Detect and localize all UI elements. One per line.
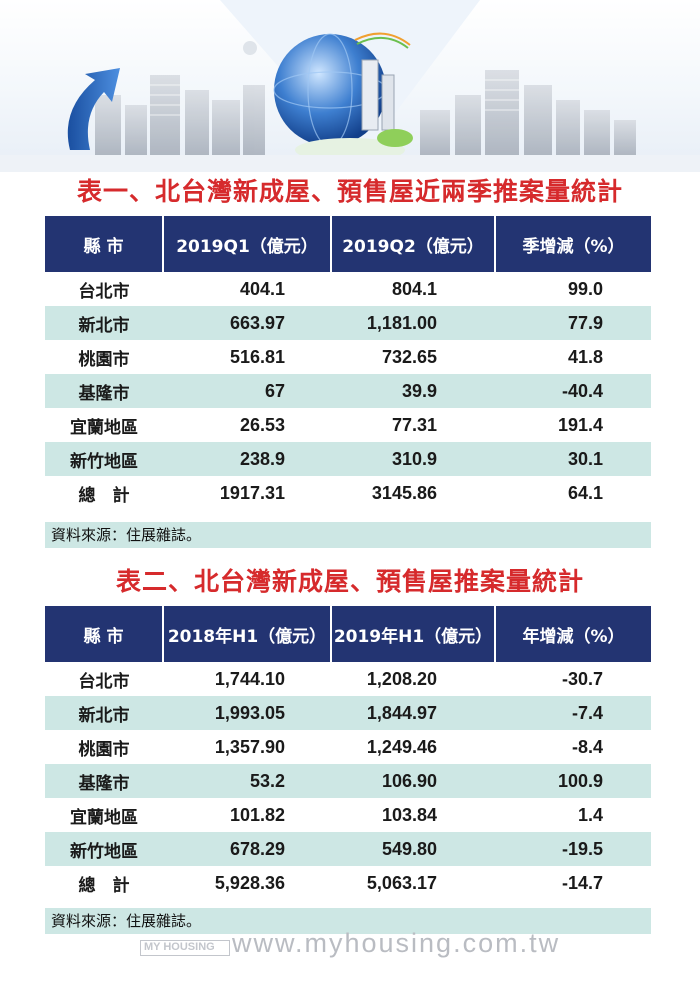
county-cell: 桃園市 (78, 739, 130, 760)
table-row-total: 總 計 5,928.36 5,063.17 -14.7 (45, 866, 651, 900)
value-cell: 678.29 (163, 832, 331, 866)
value-cell: 238.9 (163, 442, 331, 476)
change-cell: 64.1 (567, 482, 603, 503)
change-cell: 191.4 (557, 414, 603, 435)
change-cell: 30.1 (495, 442, 651, 476)
value-cell: 1917.31 (219, 482, 285, 503)
county-cell: 基隆市 (45, 764, 163, 798)
column-header-county: 縣 市 (45, 216, 164, 272)
column-header-2018h1: 2018年H1（億元） (163, 606, 332, 662)
county-cell: 新竹地區 (45, 832, 163, 866)
value-cell: 5,063.17 (366, 872, 437, 893)
table-row: 基隆市 67 39.9 -40.4 (45, 374, 651, 408)
table-row: 桃園市 516.81 732.65 41.8 (45, 340, 651, 374)
county-cell: 宜蘭地區 (70, 807, 138, 828)
value-cell: 1,993.05 (163, 696, 331, 730)
value-cell: 516.81 (229, 346, 285, 367)
county-cell: 總 計 (78, 485, 130, 506)
county-cell: 基隆市 (45, 374, 163, 408)
value-cell: 310.9 (331, 442, 495, 476)
change-cell: -40.4 (495, 374, 651, 408)
value-cell: 1,744.10 (214, 668, 285, 689)
county-cell: 新竹地區 (45, 442, 163, 476)
value-cell: 732.65 (381, 346, 437, 367)
value-cell: 5,928.36 (214, 872, 285, 893)
value-cell: 404.1 (239, 278, 285, 299)
table-row: 台北市 1,744.10 1,208.20 -30.7 (45, 662, 651, 696)
county-cell: 總 計 (78, 875, 130, 896)
value-cell: 663.97 (163, 306, 331, 340)
table2-header-row: 縣 市 2018年H1（億元） 2019年H1（億元） 年增減（%） (45, 606, 651, 662)
change-cell: -30.7 (561, 668, 603, 689)
table1-source-note: 資料來源：住展雜誌。 (45, 522, 651, 548)
value-cell: 26.53 (239, 414, 285, 435)
county-cell: 桃園市 (78, 349, 130, 370)
table-row-total: 總 計 1917.31 3145.86 64.1 (45, 476, 651, 510)
value-cell: 101.82 (229, 804, 285, 825)
watermark-url: www.myhousing.com.tw (232, 928, 561, 958)
value-cell: 1,181.00 (331, 306, 495, 340)
watermark-logo-text: MY HOUSING (144, 941, 215, 953)
value-cell: 3145.86 (371, 482, 437, 503)
table2: 縣 市 2018年H1（億元） 2019年H1（億元） 年增減（%） 台北市 1… (45, 606, 651, 900)
value-cell: 39.9 (331, 374, 495, 408)
table-row: 宜蘭地區 26.53 77.31 191.4 (45, 408, 651, 442)
column-header-2019q1: 2019Q1（億元） (163, 216, 332, 272)
column-header-qoq-change: 季增減（%） (495, 216, 651, 272)
change-cell: 41.8 (567, 346, 603, 367)
change-cell: 77.9 (495, 306, 651, 340)
value-cell: 1,844.97 (331, 696, 495, 730)
watermark-logo: MY HOUSING (140, 928, 230, 958)
table-row: 新北市 1,993.05 1,844.97 -7.4 (45, 696, 651, 730)
table1-header-row: 縣 市 2019Q1（億元） 2019Q2（億元） 季增減（%） (45, 216, 651, 272)
column-header-2019q2: 2019Q2（億元） (331, 216, 496, 272)
change-cell: 99.0 (567, 278, 603, 299)
county-cell: 台北市 (78, 671, 130, 692)
county-cell: 台北市 (78, 281, 130, 302)
column-header-2019h1: 2019年H1（億元） (331, 606, 496, 662)
change-cell: -7.4 (495, 696, 651, 730)
header-illustration (0, 0, 700, 172)
value-cell: 53.2 (163, 764, 331, 798)
county-cell: 新北市 (45, 306, 163, 340)
table-row: 新北市 663.97 1,181.00 77.9 (45, 306, 651, 340)
table-row: 新竹地區 678.29 549.80 -19.5 (45, 832, 651, 866)
table2-source-note: 資料來源：住展雜誌。 (45, 908, 651, 934)
value-cell: 67 (163, 374, 331, 408)
table-row: 桃園市 1,357.90 1,249.46 -8.4 (45, 730, 651, 764)
change-cell: 1.4 (577, 804, 603, 825)
table-row: 宜蘭地區 101.82 103.84 1.4 (45, 798, 651, 832)
value-cell: 1,249.46 (366, 736, 437, 757)
value-cell: 804.1 (391, 278, 437, 299)
table-row: 台北市 404.1 804.1 99.0 (45, 272, 651, 306)
table1: 縣 市 2019Q1（億元） 2019Q2（億元） 季增減（%） 台北市 404… (45, 216, 651, 510)
table2-title: 表二、北台灣新成屋、預售屋推案量統計 (115, 567, 584, 596)
value-cell: 103.84 (381, 804, 437, 825)
value-cell: 106.90 (331, 764, 495, 798)
city-skyline-illustration (0, 0, 700, 172)
change-cell: -14.7 (561, 872, 603, 893)
value-cell: 549.80 (331, 832, 495, 866)
value-cell: 1,357.90 (214, 736, 285, 757)
column-header-county: 縣 市 (45, 606, 164, 662)
county-cell: 新北市 (45, 696, 163, 730)
county-cell: 宜蘭地區 (70, 417, 138, 438)
table-row: 新竹地區 238.9 310.9 30.1 (45, 442, 651, 476)
table-row: 基隆市 53.2 106.90 100.9 (45, 764, 651, 798)
change-cell: 100.9 (495, 764, 651, 798)
value-cell: 77.31 (391, 414, 437, 435)
change-cell: -8.4 (571, 736, 603, 757)
table1-title: 表一、北台灣新成屋、預售屋近兩季推案量統計 (76, 177, 623, 206)
column-header-yoy-change: 年增減（%） (495, 606, 651, 662)
change-cell: -19.5 (495, 832, 651, 866)
value-cell: 1,208.20 (366, 668, 437, 689)
